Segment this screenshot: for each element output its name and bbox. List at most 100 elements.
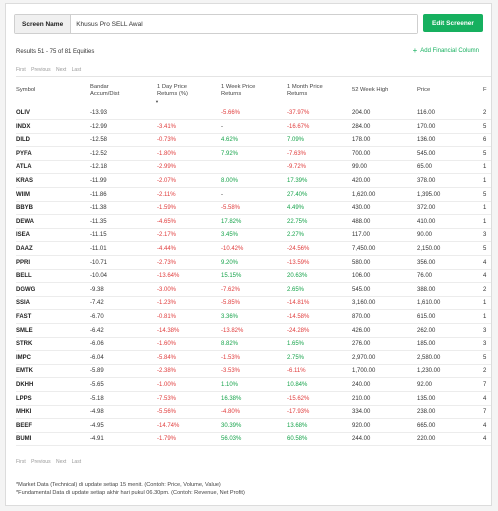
cell-symbol[interactable]: BUMI — [16, 436, 32, 443]
divider — [16, 76, 491, 77]
col-extra[interactable]: F — [483, 87, 487, 93]
screen-toolbar: Screen Name Edit Screener — [14, 14, 483, 34]
cell-day: -4.65% — [157, 218, 177, 225]
cell-extra: 5 — [483, 354, 487, 361]
col-bandar[interactable]: Bandar Accum/Dist — [90, 84, 119, 98]
cell-symbol[interactable]: INDX — [16, 123, 31, 130]
cell-bandar: -12.99 — [90, 123, 108, 130]
cell-bandar: -11.01 — [90, 246, 107, 252]
table-row[interactable]: FAST -6.70 -0.81% 3.36% -14.58% 870.00 615.00 1 — [16, 311, 491, 324]
cell-symbol[interactable]: SMLE — [16, 327, 33, 334]
table-row[interactable]: PYFA -12.52 -1.80% 7.92% -7.63% 700.00 545.00 5 — [16, 148, 491, 161]
col-day-returns[interactable]: 1 Day Price Returns (%) — [157, 84, 188, 98]
cell-symbol[interactable]: WIIM — [16, 191, 30, 198]
pager-next[interactable]: Next — [55, 67, 67, 73]
cell-week: 3.36% — [221, 314, 239, 320]
table-row[interactable]: IMPC -6.04 -5.84% -1.53% 2.75% 2,970.00 2,580.… — [16, 352, 491, 365]
cell-symbol[interactable]: SSIA — [16, 300, 31, 307]
col-week-returns[interactable]: 1 Week Price Returns — [221, 84, 255, 98]
cell-symbol[interactable]: LPPS — [16, 395, 32, 402]
table-row[interactable]: ISEA -11.15 -2.17% 3.45% 2.27% 117.00 90.00 3 — [16, 229, 491, 243]
table-row[interactable]: PPRI -10.71 -2.73% 9.20% -13.59% 580.00 356.00… — [16, 257, 491, 270]
table-row[interactable]: ATLA -12.18 -2.99% -9.72% 99.00 65.00 1 — [16, 161, 491, 175]
cell-symbol[interactable]: ATLA — [16, 164, 32, 171]
cell-week: -3.53% — [221, 368, 241, 375]
col-52w-high[interactable]: 52 Week High — [352, 87, 389, 93]
pager-last[interactable]: Last — [71, 459, 82, 465]
cell-symbol[interactable]: FAST — [16, 314, 32, 320]
table-row[interactable]: INDX -12.99 -3.41% - -16.67% 284.00 170.00 5 — [16, 121, 491, 134]
add-financial-column-link[interactable]: + Add Financial Column — [413, 47, 479, 55]
cell-symbol[interactable]: IMPC — [16, 354, 31, 361]
cell-day: -5.56% — [157, 409, 177, 416]
cell-extra: 1 — [483, 314, 487, 320]
cell-symbol[interactable]: BBYB — [16, 205, 34, 212]
cell-symbol[interactable]: PYFA — [16, 150, 32, 157]
table-row[interactable]: BBYB -11.38 -1.59% -5.58% 4.49% 430.00 372.00 1 — [16, 202, 491, 216]
cell-week: -5.66% — [221, 110, 241, 116]
pager-previous[interactable]: Previous — [31, 67, 51, 73]
pager-previous[interactable]: Previous — [31, 459, 51, 465]
pager-first[interactable]: First — [16, 459, 26, 465]
cell-symbol[interactable]: STRK — [16, 341, 33, 348]
cell-price: 238.00 — [417, 409, 436, 416]
cell-high: 488.00 — [352, 218, 371, 225]
cell-extra: 1 — [483, 164, 487, 171]
cell-high: 430.00 — [352, 205, 371, 212]
cell-symbol[interactable]: MHKI — [16, 409, 32, 416]
edit-screener-button[interactable]: Edit Screener — [423, 14, 483, 32]
cell-month: -17.93% — [287, 409, 310, 416]
table-row[interactable]: BEEF -4.95 -14.74% 30.39% 13.68% 920.00 665.00… — [16, 420, 491, 433]
cell-week: 17.82% — [221, 218, 242, 225]
screen-name-input[interactable] — [71, 15, 417, 33]
table-row[interactable]: DKHH -5.65 -1.00% 1.10% 10.84% 240.00 92.00 7 — [16, 379, 491, 392]
table-row[interactable]: SMLE -6.42 -14.38% -13.82% -24.28% 426.00 262.… — [16, 325, 491, 338]
table-row[interactable]: DILD -12.58 -0.73% 4.62% 7.09% 178.00 136.00 6 — [16, 134, 491, 148]
table-row[interactable]: WIIM -11.86 -2.11% - 27.40% 1,620.00 1,395.00 5 — [16, 189, 491, 202]
cell-month: 4.49% — [287, 205, 305, 212]
cell-symbol[interactable]: DKHH — [16, 382, 34, 388]
table-row[interactable]: DGWG -9.38 -3.00% -7.62% 2.65% 545.00 388.00 2 — [16, 284, 491, 297]
table-row[interactable]: DEWA -11.35 -4.65% 17.82% 22.75% 488.00 410.00… — [16, 216, 491, 229]
table-row[interactable]: BELL -10.04 -13.64% 15.15% 20.63% 106.00 76.00… — [16, 270, 491, 284]
cell-symbol[interactable]: KRAS — [16, 178, 34, 184]
cell-day: -2.17% — [157, 232, 177, 239]
table-row[interactable]: STRK -6.06 -1.60% 8.82% 1.65% 276.00 185.00 3 — [16, 338, 491, 352]
table-row[interactable]: EMTK -5.89 -2.38% -3.53% -6.11% 1,700.00 1,230… — [16, 365, 491, 379]
cell-extra: 7 — [483, 382, 487, 388]
col-month-returns[interactable]: 1 Month Price Returns — [287, 84, 323, 98]
cell-symbol[interactable]: BELL — [16, 273, 32, 280]
table-row[interactable]: BUMI -4.91 -1.79% 56.03% 60.58% 244.00 220.00 4 — [16, 433, 491, 447]
col-symbol[interactable]: Symbol — [16, 87, 36, 93]
col-price[interactable]: Price — [417, 87, 431, 93]
cell-symbol[interactable]: ISEA — [16, 232, 31, 239]
cell-symbol[interactable]: PPRI — [16, 259, 31, 266]
cell-symbol[interactable]: BEEF — [16, 422, 33, 429]
cell-high: 284.00 — [352, 123, 371, 130]
table-row[interactable]: OLIV -13.93 -5.66% -37.97% 204.00 116.00 2 — [16, 107, 491, 120]
cell-symbol[interactable]: DEWA — [16, 218, 34, 225]
table-row[interactable]: LPPS -5.18 -7.53% 16.38% -15.62% 210.00 135.00… — [16, 393, 491, 406]
cell-extra: 4 — [483, 259, 487, 266]
cell-high: 2,970.00 — [352, 354, 376, 361]
cell-symbol[interactable]: DILD — [16, 137, 30, 144]
cell-price: 1,395.00 — [417, 191, 441, 198]
cell-symbol[interactable]: OLIV — [16, 110, 31, 116]
table-row[interactable]: MHKI -4.98 -5.56% -4.80% -17.93% 334.00 238.00… — [16, 406, 491, 420]
cell-symbol[interactable]: DGWG — [16, 286, 36, 293]
table-row[interactable]: SSIA -7.42 -1.23% -5.85% -14.81% 3,160.00 1,61… — [16, 297, 491, 311]
table-row[interactable]: KRAS -11.99 -2.07% 8.00% 17.39% 420.00 378.00 1 — [16, 175, 491, 188]
cell-week: -7.62% — [221, 286, 241, 293]
cell-price: 76.00 — [417, 273, 433, 280]
cell-symbol[interactable]: DAAZ — [16, 246, 33, 252]
table-row[interactable]: DAAZ -11.01 -4.44% -10.42% -24.56% 7,450.00 2,… — [16, 243, 491, 256]
cell-extra: 2 — [483, 110, 487, 116]
pager-first[interactable]: First — [16, 67, 26, 73]
cell-month: -13.59% — [287, 259, 310, 266]
cell-high: 580.00 — [352, 259, 371, 266]
table-header: Symbol Bandar Accum/Dist ▼ 1 Day Price R… — [16, 84, 491, 106]
cell-extra: 7 — [483, 409, 487, 416]
pager-last[interactable]: Last — [71, 67, 82, 73]
cell-symbol[interactable]: EMTK — [16, 368, 33, 375]
pager-next[interactable]: Next — [55, 459, 67, 465]
